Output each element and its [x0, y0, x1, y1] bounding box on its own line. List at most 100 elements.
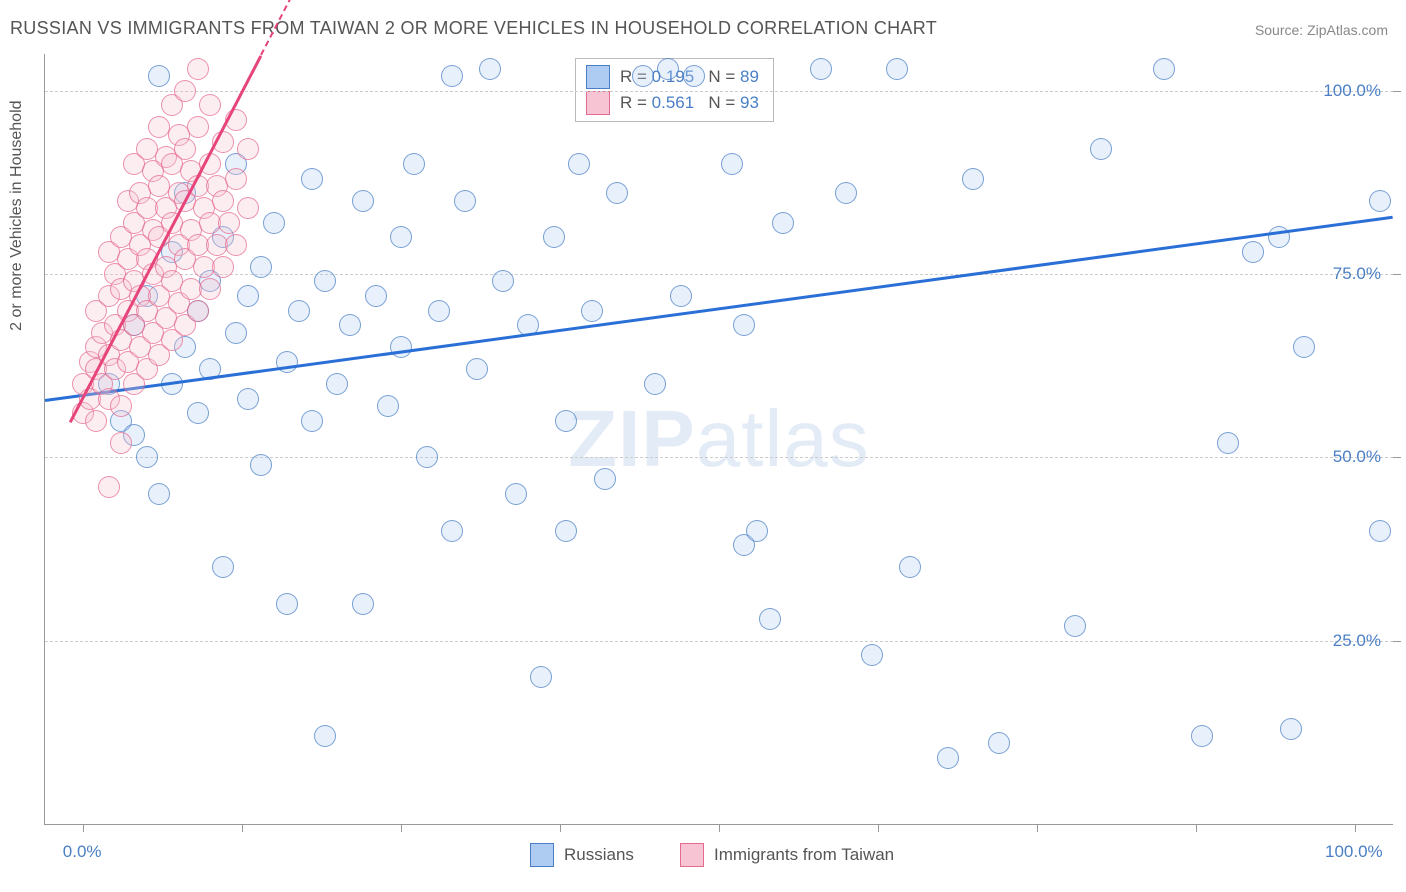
data-point	[250, 454, 272, 476]
gridline	[45, 457, 1393, 458]
data-point	[377, 395, 399, 417]
data-point	[937, 747, 959, 769]
data-point	[187, 116, 209, 138]
data-point	[218, 212, 240, 234]
x-tick	[719, 824, 720, 832]
data-point	[174, 138, 196, 160]
data-point	[187, 300, 209, 322]
data-point	[454, 190, 476, 212]
data-point	[988, 732, 1010, 754]
data-point	[479, 58, 501, 80]
data-point	[237, 285, 259, 307]
data-point	[174, 80, 196, 102]
data-point	[1369, 520, 1391, 542]
legend-swatch	[680, 843, 704, 867]
data-point	[962, 168, 984, 190]
data-point	[301, 410, 323, 432]
data-point	[403, 153, 425, 175]
data-point	[199, 94, 221, 116]
data-point	[301, 168, 323, 190]
data-point	[237, 138, 259, 160]
data-point	[594, 468, 616, 490]
data-point	[644, 373, 666, 395]
x-tick	[1355, 824, 1356, 832]
x-tick	[1196, 824, 1197, 832]
data-point	[199, 278, 221, 300]
data-point	[505, 483, 527, 505]
data-point	[606, 182, 628, 204]
data-point	[428, 300, 450, 322]
data-point	[1280, 718, 1302, 740]
data-point	[187, 402, 209, 424]
data-point	[110, 395, 132, 417]
y-tick-label: 75.0%	[1333, 264, 1381, 284]
trend-line	[45, 215, 1393, 401]
data-point	[683, 65, 705, 87]
data-point	[1064, 615, 1086, 637]
y-axis-label: 2 or more Vehicles in Household	[8, 100, 26, 330]
legend-swatch	[530, 843, 554, 867]
data-point	[98, 476, 120, 498]
data-point	[365, 285, 387, 307]
data-point	[390, 336, 412, 358]
data-point	[581, 300, 603, 322]
gridline	[45, 274, 1393, 275]
data-point	[250, 256, 272, 278]
x-tick	[878, 824, 879, 832]
legend-text: R = 0.561 N = 93	[620, 93, 759, 113]
source-attribution: Source: ZipAtlas.com	[1255, 22, 1388, 38]
data-point	[85, 410, 107, 432]
data-point	[1090, 138, 1112, 160]
data-point	[861, 644, 883, 666]
data-point	[1369, 190, 1391, 212]
data-point	[326, 373, 348, 395]
data-point	[1293, 336, 1315, 358]
data-point	[276, 593, 298, 615]
data-point	[632, 65, 654, 87]
data-point	[530, 666, 552, 688]
data-point	[1191, 725, 1213, 747]
legend-row: R = 0.561 N = 93	[586, 91, 759, 115]
x-tick	[83, 824, 84, 832]
data-point	[759, 608, 781, 630]
data-point	[212, 190, 234, 212]
x-tick	[560, 824, 561, 832]
gridline	[45, 91, 1393, 92]
data-point	[314, 270, 336, 292]
data-point	[772, 212, 794, 234]
data-point	[657, 58, 679, 80]
x-tick-label: 100.0%	[1325, 842, 1383, 862]
data-point	[810, 58, 832, 80]
data-point	[352, 593, 374, 615]
data-point	[288, 300, 310, 322]
gridline	[45, 641, 1393, 642]
data-point	[899, 556, 921, 578]
data-point	[225, 234, 247, 256]
data-point	[441, 65, 463, 87]
data-point	[339, 314, 361, 336]
legend-label: Russians	[564, 845, 634, 865]
y-tick-label: 25.0%	[1333, 631, 1381, 651]
watermark: ZIPatlas	[568, 393, 869, 485]
data-point	[568, 153, 590, 175]
legend-series-2: Immigrants from Taiwan	[680, 843, 894, 867]
data-point	[237, 197, 259, 219]
data-point	[746, 520, 768, 542]
data-point	[555, 410, 577, 432]
data-point	[492, 270, 514, 292]
data-point	[1217, 432, 1239, 454]
data-point	[835, 182, 857, 204]
data-point	[670, 285, 692, 307]
data-point	[416, 446, 438, 468]
x-tick	[1037, 824, 1038, 832]
legend-swatch	[586, 91, 610, 115]
data-point	[237, 388, 259, 410]
data-point	[390, 226, 412, 248]
legend-label: Immigrants from Taiwan	[714, 845, 894, 865]
data-point	[352, 190, 374, 212]
data-point	[110, 432, 132, 454]
data-point	[1242, 241, 1264, 263]
data-point	[466, 358, 488, 380]
data-point	[225, 168, 247, 190]
data-point	[721, 153, 743, 175]
